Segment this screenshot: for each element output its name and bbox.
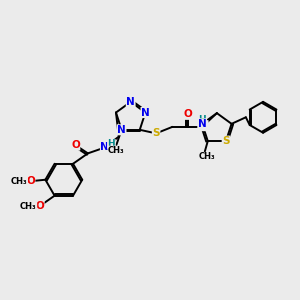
- Text: CH₃: CH₃: [199, 152, 215, 161]
- Text: N: N: [198, 119, 207, 129]
- Text: H: H: [198, 115, 206, 124]
- Text: H: H: [107, 139, 115, 148]
- Text: N: N: [100, 142, 109, 152]
- Text: CH₃: CH₃: [20, 202, 37, 211]
- Text: O: O: [71, 140, 80, 150]
- Text: N: N: [141, 107, 150, 118]
- Text: O: O: [184, 110, 192, 119]
- Text: N: N: [126, 97, 135, 107]
- Text: CH₃: CH₃: [108, 146, 124, 155]
- Text: S: S: [222, 136, 230, 146]
- Text: N: N: [199, 121, 208, 130]
- Text: N: N: [117, 125, 126, 135]
- Text: CH₃: CH₃: [11, 177, 28, 186]
- Text: S: S: [152, 128, 160, 138]
- Text: O: O: [26, 176, 35, 186]
- Text: O: O: [35, 201, 44, 211]
